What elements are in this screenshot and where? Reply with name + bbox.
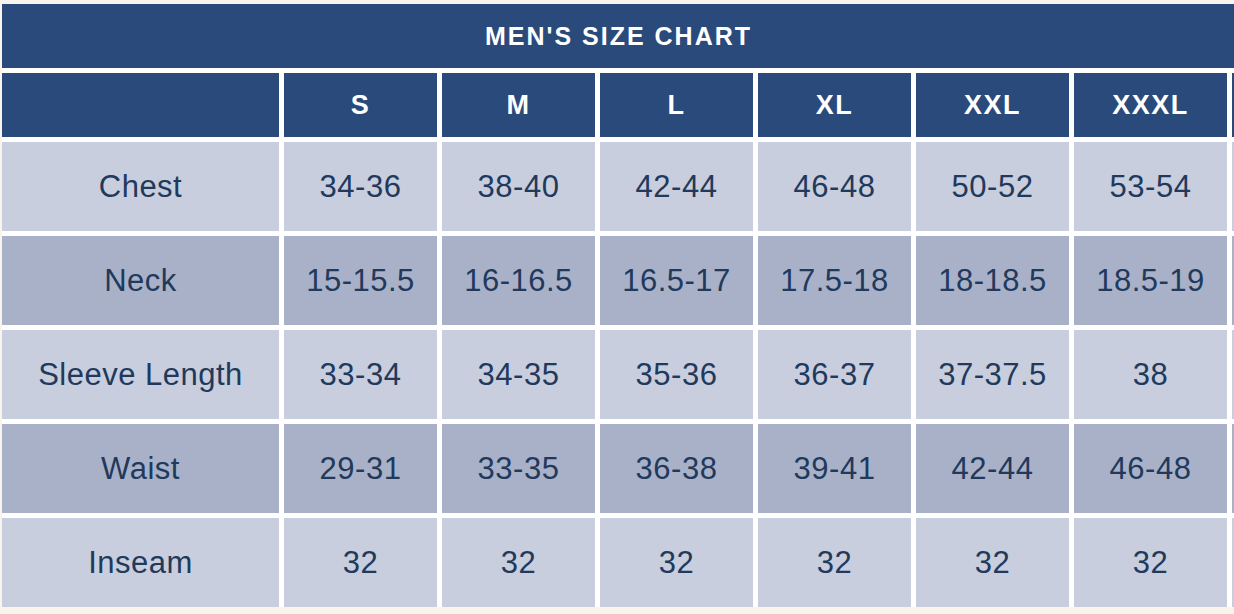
cell-sleeve-s: 33-34 — [284, 330, 437, 419]
cell-waist-xl: 39-41 — [758, 424, 911, 513]
cell-inseam-xxxl: 32 — [1074, 518, 1227, 607]
cell-neck-xl: 17.5-18 — [758, 236, 911, 325]
row-label-inseam: Inseam — [2, 518, 279, 607]
header-cell-xxxl: XXXL — [1074, 73, 1227, 137]
header-cell-xxl: XXL — [916, 73, 1069, 137]
header-cell-s: S — [284, 73, 437, 137]
cell-waist-s: 29-31 — [284, 424, 437, 513]
cell-chest-xxxl: 53-54 — [1074, 142, 1227, 231]
cell-neck-xxxl: 18.5-19 — [1074, 236, 1227, 325]
header-cell-blank — [2, 73, 279, 137]
cell-inseam-xxl: 32 — [916, 518, 1069, 607]
size-chart-table: MEN'S SIZE CHART S M L XL XXL XXXL Chest… — [2, 4, 1234, 607]
cell-waist-m: 33-35 — [442, 424, 595, 513]
cell-chest-xl: 46-48 — [758, 142, 911, 231]
cell-inseam-xl: 32 — [758, 518, 911, 607]
header-cell-l: L — [600, 73, 753, 137]
header-cell-xl: XL — [758, 73, 911, 137]
cell-chest-s: 34-36 — [284, 142, 437, 231]
cell-neck-s: 15-15.5 — [284, 236, 437, 325]
cell-chest-m: 38-40 — [442, 142, 595, 231]
cell-chest-l: 42-44 — [600, 142, 753, 231]
cell-waist-xxl: 42-44 — [916, 424, 1069, 513]
row-label-chest: Chest — [2, 142, 279, 231]
cell-inseam-l: 32 — [600, 518, 753, 607]
cell-chest-xxl: 50-52 — [916, 142, 1069, 231]
size-chart: MEN'S SIZE CHART S M L XL XXL XXXL Chest… — [2, 4, 1234, 607]
cell-waist-l: 36-38 — [600, 424, 753, 513]
cell-neck-m: 16-16.5 — [442, 236, 595, 325]
cell-sleeve-m: 34-35 — [442, 330, 595, 419]
row-label-sleeve-length: Sleeve Length — [2, 330, 279, 419]
cell-inseam-s: 32 — [284, 518, 437, 607]
cell-sleeve-l: 35-36 — [600, 330, 753, 419]
cell-sleeve-xxl: 37-37.5 — [916, 330, 1069, 419]
cell-inseam-m: 32 — [442, 518, 595, 607]
cell-neck-l: 16.5-17 — [600, 236, 753, 325]
cell-neck-xxl: 18-18.5 — [916, 236, 1069, 325]
row-label-waist: Waist — [2, 424, 279, 513]
cell-sleeve-xxxl: 38 — [1074, 330, 1227, 419]
chart-title: MEN'S SIZE CHART — [2, 4, 1234, 68]
cell-waist-xxxl: 46-48 — [1074, 424, 1227, 513]
row-label-neck: Neck — [2, 236, 279, 325]
cell-sleeve-xl: 36-37 — [758, 330, 911, 419]
header-cell-m: M — [442, 73, 595, 137]
